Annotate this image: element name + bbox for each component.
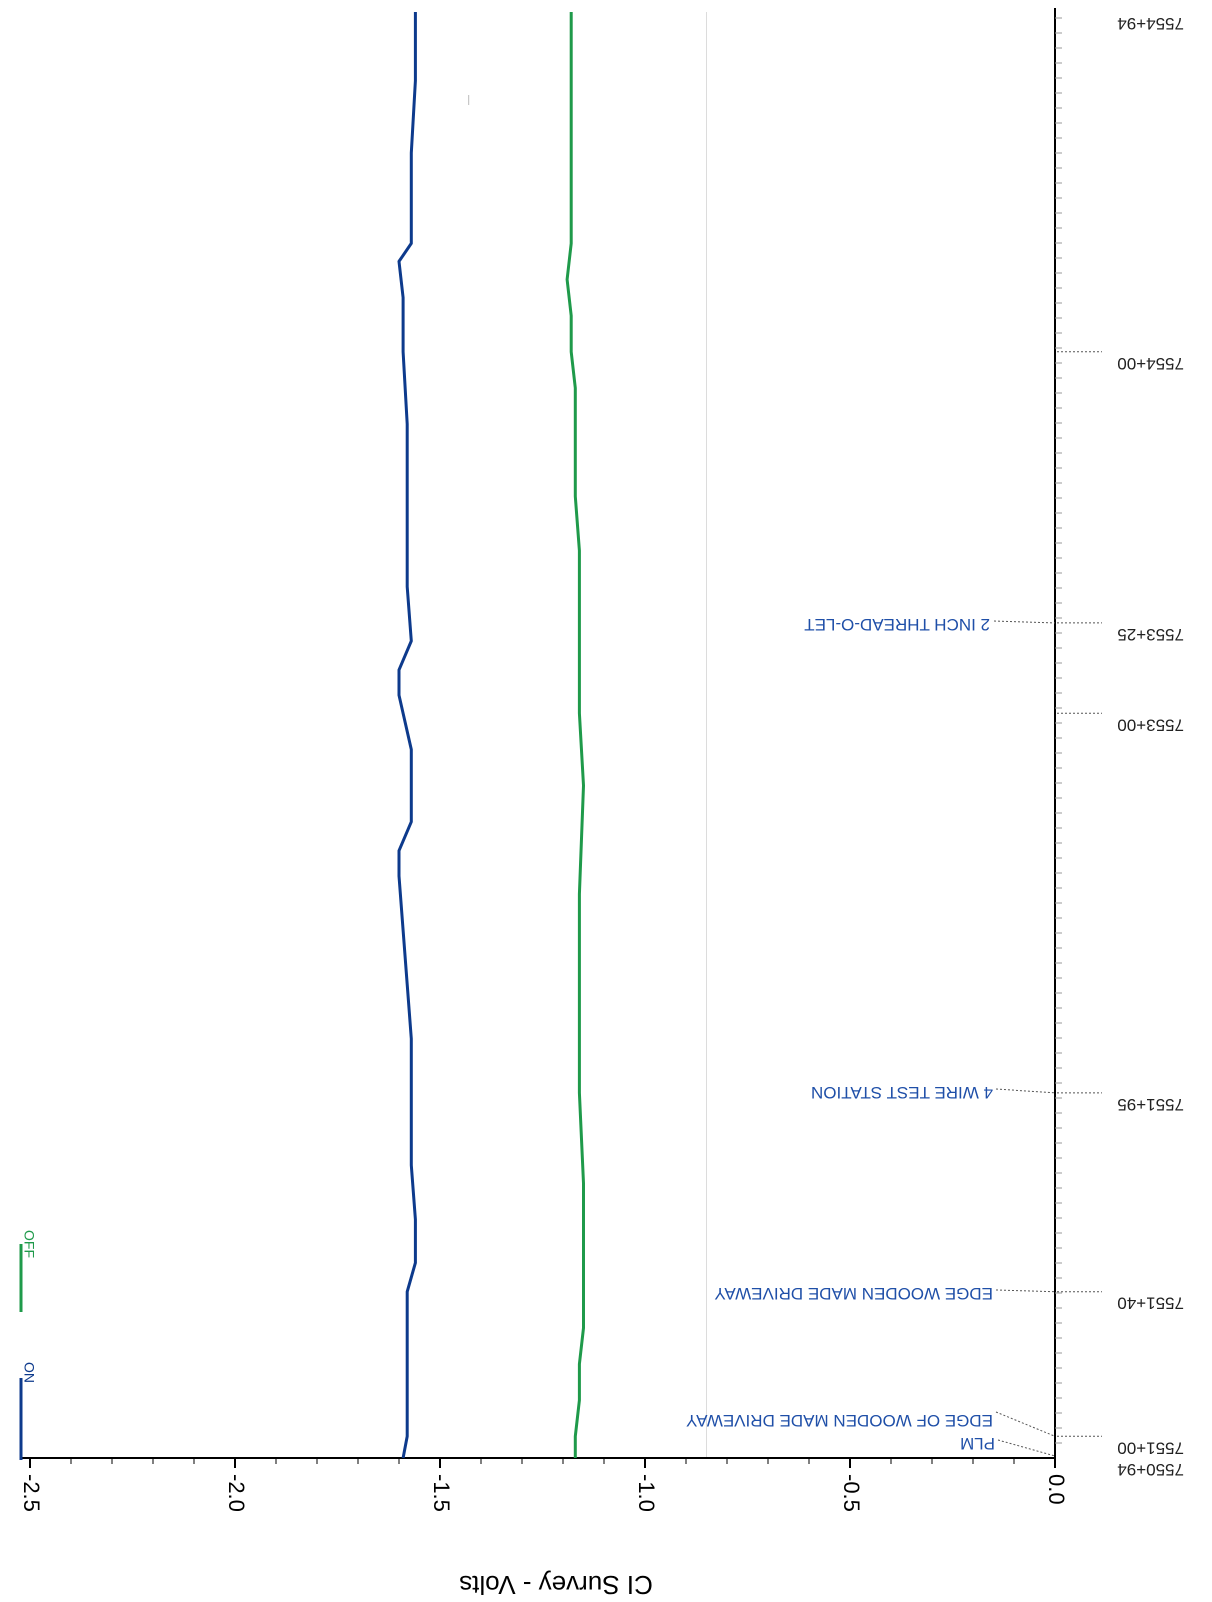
- plot-root: -2.5 -2.0 -1.5 -1.0 -0.5 0.0 CI Survey - Volts…: [19, 8, 1184, 1600]
- voltage-tick-label: -0.5: [839, 1474, 864, 1512]
- station-label: 7553+25: [1117, 625, 1184, 644]
- station-label: 7554+00: [1117, 354, 1184, 373]
- station-label: 7551+40: [1117, 1294, 1184, 1313]
- voltage-tick-label: -1.0: [634, 1474, 659, 1512]
- legend-label: OFF: [21, 1230, 37, 1258]
- series-line-off: [565, 12, 585, 1458]
- annotation-leader: [995, 1411, 1056, 1437]
- annotation-label: EDGE OF WOODEN MADE DRIVEWAY: [686, 1411, 993, 1430]
- voltage-tick-label: -1.5: [429, 1474, 454, 1512]
- annotation-leader: [995, 1088, 1056, 1094]
- series-line-on: [397, 12, 417, 1459]
- station-label: 7550+94: [1117, 1460, 1184, 1479]
- station-label: 7551+95: [1117, 1095, 1184, 1114]
- annotation-label: PLM: [960, 1434, 995, 1453]
- station-label: 7551+00: [1117, 1438, 1184, 1457]
- voltage-tick-label: -2.0: [224, 1474, 249, 1512]
- annotation-label: 4 WIRE TEST STATION: [811, 1083, 993, 1102]
- annotation-label: EDGE WOODEN MADE DRIVEWAY: [714, 1284, 993, 1303]
- voltage-tick-label: 0.0: [1044, 1474, 1069, 1505]
- annotation-leader: [993, 620, 1056, 624]
- annotation-leader: [995, 1289, 1056, 1293]
- station-label: 7554+94: [1117, 14, 1184, 33]
- voltage-tick-label: -2.5: [19, 1474, 44, 1512]
- legend-label: ON: [21, 1362, 37, 1383]
- annotation-leader: [997, 1439, 1056, 1457]
- annotation-label: 2 INCH THREAD-O-LET: [804, 615, 990, 634]
- voltage-axis-title: CI Survey - Volts: [459, 1570, 653, 1600]
- station-label: 7553+00: [1117, 715, 1184, 734]
